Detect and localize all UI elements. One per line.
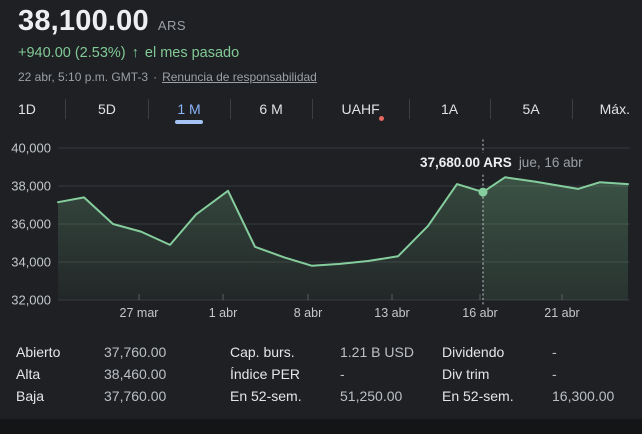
tab-label: 5D (98, 101, 116, 117)
stat-label: Baja (16, 388, 45, 404)
tab-divider (571, 99, 573, 119)
tab-label: Máx. (599, 101, 630, 117)
stat-label: Dividendo (442, 344, 505, 360)
currency-code: ARS (157, 18, 187, 33)
tab-label: 1A (440, 101, 459, 117)
stat-value: 38,460.00 (104, 366, 167, 382)
stat-label: Cap. burs. (230, 344, 295, 360)
stat-value: 51,250.00 (340, 388, 403, 404)
selected-tab-underline (175, 120, 204, 124)
tab-1a[interactable]: 1A (410, 90, 490, 128)
tab-divider (311, 99, 313, 119)
hover-marker (478, 187, 488, 197)
tab-5d[interactable]: 5D (66, 90, 147, 128)
tab-max[interactable]: Máx. (573, 90, 642, 128)
stat-label: Índice PER (230, 366, 301, 382)
tab-6-m[interactable]: 6 M (231, 90, 312, 128)
price-chart[interactable]: 40,000 38,000 36,000 34,000 32,000 27 mar 1 ab… (0, 136, 642, 328)
stat-row-cap-burs: Cap. burs. 1.21 B USD (230, 341, 430, 363)
tab-label: 5A (522, 101, 540, 117)
x-axis-label: 21 abr (544, 306, 579, 320)
stat-label: Div trim (442, 366, 490, 382)
up-arrow-icon: ↑ (131, 45, 139, 61)
tooltip-value: 37,680.00 ARS (420, 155, 512, 170)
stat-row-alta: Alta 38,460.00 (16, 363, 212, 385)
stat-row-div-trim: Div trim - (442, 363, 638, 385)
range-tabs: 1D 5D 1 M 6 M UAHF 1A 5A Máx. (0, 90, 642, 128)
tab-1-m[interactable]: 1 M (149, 90, 230, 128)
timestamp: 22 abr, 5:10 p.m. GMT-3 (18, 70, 149, 84)
quote-header: 38,100.00 ARS +940.00 (2.53%) ↑ el mes p… (18, 5, 317, 84)
stat-row-abierto: Abierto 37,760.00 (16, 341, 212, 363)
area-fill (58, 177, 628, 300)
y-axis-label: 34,000 (11, 255, 51, 270)
notification-dot (378, 116, 384, 121)
y-axis-label: 40,000 (11, 141, 51, 156)
stat-value: 16,300.00 (552, 388, 615, 404)
tooltip-date: jue, 16 abr (518, 155, 583, 170)
stat-value: 37,760.00 (104, 388, 167, 404)
stat-value: - (552, 344, 557, 360)
y-axis-label: 38,000 (11, 179, 51, 194)
tab-label: UAHF (341, 101, 380, 117)
stat-row-en-52-sem: En 52-sem. 51,250.00 (230, 385, 430, 407)
chart-canvas[interactable]: 40,000 38,000 36,000 34,000 32,000 27 mar 1 ab… (0, 136, 642, 328)
stats-column: Cap. burs. 1.21 B USD Índice PER - En 52-sem… (230, 341, 430, 407)
stat-row-indice-per: Índice PER - (230, 363, 430, 385)
y-axis-label: 32,000 (11, 293, 51, 308)
x-axis-label: 13 abr (374, 306, 409, 320)
x-axis-label: 8 abr (294, 306, 323, 320)
current-price: 38,100.00 (18, 5, 149, 37)
y-axis-label: 36,000 (11, 217, 51, 232)
stat-label: Abierto (16, 344, 61, 360)
tab-divider (408, 99, 410, 119)
stat-value: - (552, 366, 557, 382)
stat-value: 1.21 B USD (340, 344, 414, 360)
tab-divider (147, 99, 149, 119)
x-axis-label: 1 abr (209, 306, 238, 320)
x-axis-label: 16 abr (462, 306, 497, 320)
stat-row-baja: Baja 37,760.00 (16, 385, 212, 407)
change-amount: +940.00 (2.53%) (18, 45, 126, 61)
stat-row-dividendo: Dividendo - (442, 341, 638, 363)
stat-value: 37,760.00 (104, 344, 167, 360)
tab-label: 1 M (177, 101, 201, 117)
tab-1d[interactable]: 1D (0, 90, 65, 128)
price-change: +940.00 (2.53%) ↑ el mes pasado (18, 45, 317, 61)
chart-tooltip: 37,680.00 ARS jue, 16 abr (414, 153, 591, 174)
change-period: el mes pasado (144, 45, 240, 61)
stat-label: En 52-sem. (442, 388, 514, 404)
stat-value: - (340, 366, 345, 382)
bottom-band (0, 419, 642, 434)
area-fill-highlight (483, 177, 628, 300)
tab-divider (489, 99, 491, 119)
stat-label: Alta (16, 366, 41, 382)
tab-divider (65, 99, 67, 119)
disclaimer-link[interactable]: Renuncia de responsabilidad (162, 70, 317, 84)
stats-column: Abierto 37,760.00 Alta 38,460.00 Baja 37,760.… (16, 341, 212, 407)
stat-row-en-52-sem: En 52-sem. 16,300.00 (442, 385, 638, 407)
tab-label: 6 M (259, 101, 283, 117)
price-line (57, 176, 629, 267)
tab-5a[interactable]: 5A (491, 90, 572, 128)
dot-separator: · (153, 70, 158, 84)
tab-divider (229, 99, 231, 119)
tab-label: 1D (18, 101, 36, 117)
tab-uahf[interactable]: UAHF (313, 90, 409, 128)
stats-column: Dividendo - Div trim - En 52-sem. 16,300.00 (442, 341, 638, 407)
stat-label: En 52-sem. (230, 388, 302, 404)
x-axis-label: 27 mar (120, 306, 159, 320)
